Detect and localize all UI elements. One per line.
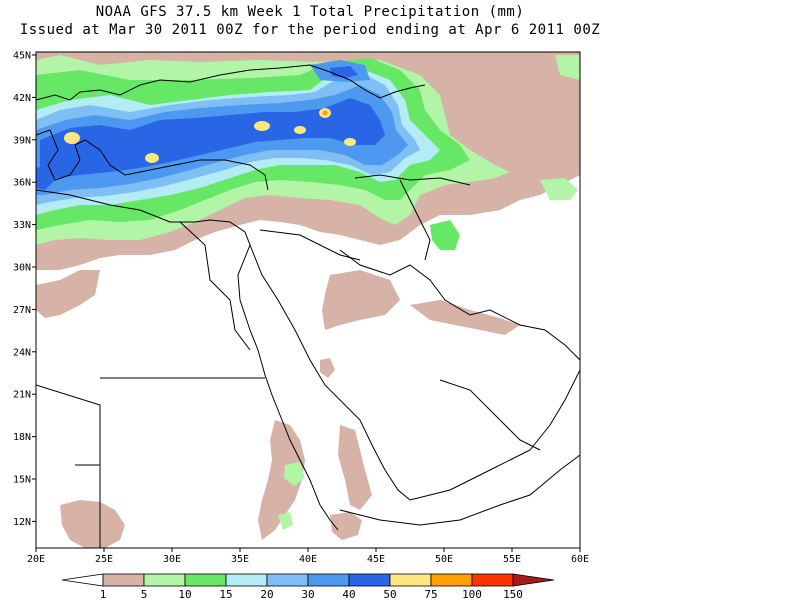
colorbar: 1 5 10 15 20 30 40 50 75 100 150 (61, 573, 555, 600)
chart-title: NOAA GFS 37.5 km Week 1 Total Precipitat… (95, 4, 525, 20)
colorbar-arrow-low (61, 573, 104, 587)
colorbar-segment (307, 573, 350, 587)
lat-tick-label: 39N (13, 135, 31, 146)
lon-tick-label: 40E (299, 554, 317, 565)
lat-tick-label: 12N (13, 517, 31, 528)
lon-tick-label: 30E (163, 554, 181, 565)
colorbar-segment (266, 573, 309, 587)
lon-tick-label: 55E (503, 554, 521, 565)
colorbar-segment (389, 573, 432, 587)
precip-50-75mm (64, 108, 356, 163)
lat-tick-label: 30N (13, 263, 31, 274)
colorbar-label: 50 (383, 588, 396, 600)
colorbar-label: 1 (100, 588, 107, 600)
colorbar-label: 30 (301, 588, 314, 600)
colorbar-segment (430, 573, 473, 587)
lat-tick-label: 36N (13, 178, 31, 189)
lat-tick-label: 45N (13, 51, 31, 62)
precip-75-100mm (322, 110, 328, 116)
lon-tick-label: 20E (27, 554, 45, 565)
colorbar-label: 75 (424, 588, 437, 600)
latitude-axis: 45N 42N 39N 36N 33N 30N 27N 24N 21N 18N 15N 12N (13, 51, 36, 528)
colorbar-label: 5 (141, 588, 148, 600)
colorbar-segment (184, 573, 227, 587)
colorbar-label: 10 (178, 588, 191, 600)
colorbar-segment (348, 573, 391, 587)
lon-tick-label: 25E (95, 554, 113, 565)
lon-tick-label: 45E (367, 554, 385, 565)
precipitation-fields (36, 52, 580, 548)
lat-tick-label: 27N (13, 305, 31, 316)
colorbar-segment (471, 573, 514, 587)
colorbar-segment (225, 573, 268, 587)
colorbar-label: 40 (342, 588, 355, 600)
chart-subtitle: Issued at Mar 30 2011 00Z for the period… (19, 22, 601, 38)
colorbar-label: 100 (462, 588, 482, 600)
lat-tick-label: 33N (13, 220, 31, 231)
lat-tick-label: 21N (13, 390, 31, 401)
lat-tick-label: 15N (13, 475, 31, 486)
colorbar-segment (143, 573, 186, 587)
lon-tick-label: 60E (571, 554, 589, 565)
longitude-axis: 20E 25E 30E 35E 40E 45E 50E 55E 60E (27, 548, 589, 565)
lon-tick-label: 35E (231, 554, 249, 565)
colorbar-arrow-high (512, 573, 555, 587)
lon-tick-label: 50E (435, 554, 453, 565)
colorbar-label: 150 (503, 588, 523, 600)
coastlines (36, 64, 580, 548)
lat-tick-label: 42N (13, 93, 31, 104)
colorbar-segment (102, 573, 145, 587)
lat-tick-label: 18N (13, 432, 31, 443)
colorbar-label: 20 (260, 588, 273, 600)
colorbar-label: 15 (219, 588, 232, 600)
lat-tick-label: 24N (13, 347, 31, 358)
